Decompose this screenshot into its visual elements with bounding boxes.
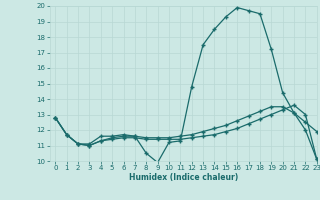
X-axis label: Humidex (Indice chaleur): Humidex (Indice chaleur) — [129, 173, 238, 182]
